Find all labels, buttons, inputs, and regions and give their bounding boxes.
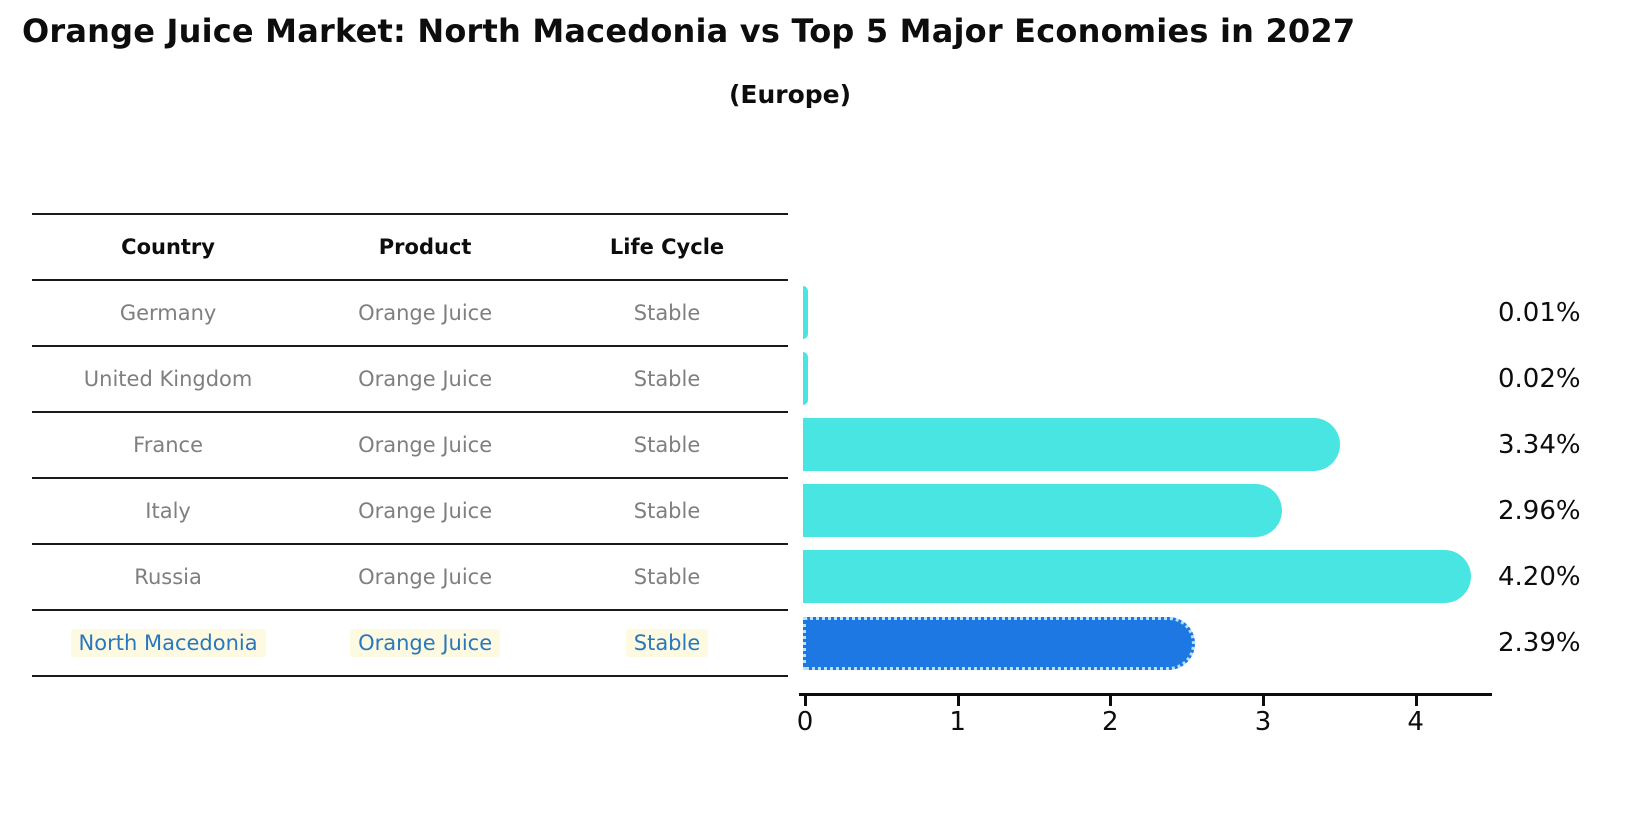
cell-product: Orange Juice — [304, 563, 546, 591]
bar-italy — [803, 484, 1282, 537]
bar-germany — [803, 286, 808, 339]
table-row-germany: Germany Orange Juice Stable — [32, 281, 788, 347]
product-label: Orange Juice — [350, 629, 501, 657]
cell-product: Orange Juice — [304, 299, 546, 327]
tick-mark — [1414, 696, 1418, 706]
lifecycle-label: Stable — [633, 301, 701, 325]
lifecycle-label: Stable — [625, 629, 709, 657]
bar-france — [803, 418, 1340, 471]
cell-country: France — [32, 431, 304, 459]
value-label-france: 3.34% — [1498, 430, 1581, 460]
bar-north-macedonia — [803, 617, 1195, 670]
chart-subtitle: (Europe) — [728, 80, 852, 109]
country-label: Germany — [119, 301, 217, 325]
tick-label: 4 — [1407, 707, 1424, 737]
cell-country: Germany — [32, 299, 304, 327]
country-label: North Macedonia — [70, 629, 266, 657]
cell-lifecycle: Stable — [546, 629, 788, 657]
x-axis: 0 1 2 3 4 — [797, 693, 1492, 753]
tick-label: 0 — [796, 707, 814, 737]
table-header-row: Country Product Life Cycle — [32, 215, 788, 281]
table-row-italy: Italy Orange Juice Stable — [32, 479, 788, 545]
cell-product: Orange Juice — [304, 365, 546, 393]
comparison-table: Country Product Life Cycle Germany Orang… — [32, 213, 788, 677]
chart-title: Orange Juice Market: North Macedonia vs … — [22, 12, 1356, 50]
value-labels: 0.01% 0.02% 3.34% 2.96% 4.20% 2.39% — [1498, 213, 1618, 677]
cell-product: Orange Juice — [304, 431, 546, 459]
cell-lifecycle: Stable — [546, 365, 788, 393]
value-label-germany: 0.01% — [1498, 298, 1581, 328]
col-header-product: Product — [304, 233, 546, 261]
lifecycle-label: Stable — [633, 499, 701, 523]
cell-product: Orange Juice — [304, 629, 546, 657]
product-label: Orange Juice — [358, 367, 493, 391]
product-label: Orange Juice — [358, 301, 493, 325]
cell-country: Russia — [32, 563, 304, 591]
tick-mark — [804, 696, 807, 706]
product-label: Orange Juice — [358, 499, 493, 523]
product-label: Orange Juice — [358, 565, 493, 589]
bar-russia — [803, 550, 1472, 603]
cell-lifecycle: Stable — [546, 299, 788, 327]
value-label-russia: 4.20% — [1498, 562, 1581, 592]
cell-country: North Macedonia — [32, 629, 304, 657]
value-label-north-macedonia: 2.39% — [1498, 628, 1581, 658]
cell-lifecycle: Stable — [546, 497, 788, 525]
tick-label: 1 — [949, 707, 966, 737]
cell-country: United Kingdom — [32, 365, 304, 393]
col-header-country: Country — [32, 233, 304, 261]
lifecycle-label: Stable — [633, 367, 701, 391]
col-header-lifecycle: Life Cycle — [546, 233, 788, 261]
country-label: United Kingdom — [83, 367, 253, 391]
product-label: Orange Juice — [358, 433, 493, 457]
value-label-italy: 2.96% — [1498, 496, 1581, 526]
table-row-north-macedonia: North Macedonia Orange Juice Stable — [32, 611, 788, 677]
col-header-product-label: Product — [378, 235, 472, 259]
cell-product: Orange Juice — [304, 497, 546, 525]
bar-united-kingdom — [803, 352, 808, 405]
tick-mark — [1262, 696, 1265, 706]
country-label: Italy — [145, 499, 191, 523]
country-label: France — [133, 433, 203, 457]
col-header-lifecycle-label: Life Cycle — [609, 235, 725, 259]
country-label: Russia — [134, 565, 202, 589]
cell-lifecycle: Stable — [546, 563, 788, 591]
table-row-russia: Russia Orange Juice Stable — [32, 545, 788, 611]
bar-chart — [803, 213, 1492, 677]
cell-country: Italy — [32, 497, 304, 525]
tick-label: 2 — [1102, 707, 1119, 737]
tick-mark — [956, 696, 960, 706]
value-label-united-kingdom: 0.02% — [1498, 364, 1581, 394]
lifecycle-label: Stable — [633, 565, 701, 589]
lifecycle-label: Stable — [633, 433, 701, 457]
table-row-france: France Orange Juice Stable — [32, 413, 788, 479]
table-row-united-kingdom: United Kingdom Orange Juice Stable — [32, 347, 788, 413]
tick-label: 3 — [1254, 707, 1272, 737]
col-header-country-label: Country — [121, 235, 215, 259]
x-axis-line — [799, 693, 1492, 696]
cell-lifecycle: Stable — [546, 431, 788, 459]
tick-mark — [1109, 696, 1113, 706]
